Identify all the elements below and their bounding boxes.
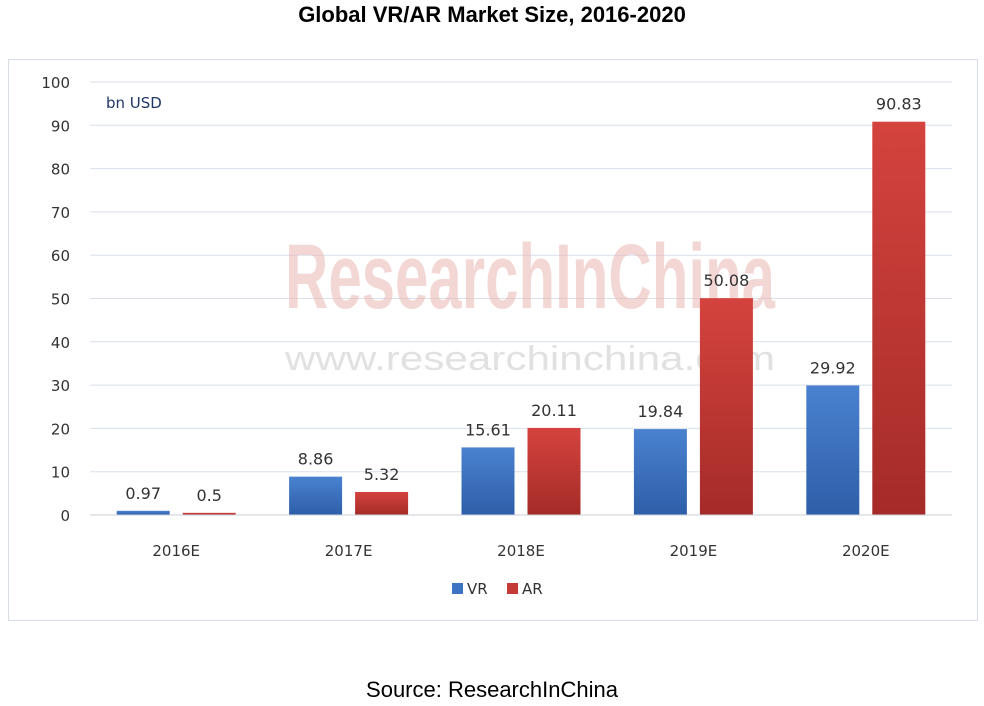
legend-label-vr: VR <box>467 580 488 598</box>
y-tick-label: 0 <box>60 507 70 525</box>
y-tick-label: 20 <box>51 420 70 438</box>
y-tick-label: 70 <box>51 204 70 222</box>
x-tick-label: 2017E <box>325 542 373 560</box>
data-label-vr: 29.92 <box>810 358 856 377</box>
legend-swatch-vr <box>452 583 463 594</box>
bar-ar-2016e <box>182 512 236 515</box>
x-tick-label: 2018E <box>497 542 545 560</box>
data-label-ar: 90.83 <box>876 95 922 114</box>
bar-vr-2017e <box>289 476 343 515</box>
unit-label: bn USD <box>106 94 162 112</box>
legend-label-ar: AR <box>522 580 543 598</box>
data-label-vr: 15.61 <box>465 420 511 439</box>
bar-ar-2019e <box>699 298 753 515</box>
bar-vr-2018e <box>461 447 515 515</box>
data-label-vr: 0.97 <box>125 484 161 503</box>
data-label-vr: 8.86 <box>298 450 334 469</box>
y-tick-label: 50 <box>51 291 70 309</box>
data-label-ar: 5.32 <box>364 465 400 484</box>
bar-ar-2018e <box>527 427 581 515</box>
watermark-brand: ResearchInChina <box>285 226 776 328</box>
data-label-vr: 19.84 <box>637 402 683 421</box>
y-tick-label: 90 <box>51 117 70 135</box>
watermark: ResearchInChina www.researchinchina.com <box>284 226 776 378</box>
data-label-ar: 50.08 <box>703 271 749 290</box>
x-tick-label: 2020E <box>842 542 890 560</box>
chart-title: Global VR/AR Market Size, 2016-2020 <box>298 2 686 27</box>
y-tick-label: 100 <box>41 74 70 92</box>
bar-vr-2016e <box>116 510 170 515</box>
bar-ar-2020e <box>872 121 926 515</box>
source-note: Source: ResearchInChina <box>366 677 618 702</box>
legend: VR AR <box>452 580 543 598</box>
bar-vr-2020e <box>806 385 860 515</box>
data-label-ar: 0.5 <box>196 486 221 505</box>
y-tick-label: 80 <box>51 161 70 179</box>
x-tick-label: 2019E <box>670 542 718 560</box>
y-tick-label: 40 <box>51 334 70 352</box>
watermark-url: www.researchinchina.com <box>284 340 775 378</box>
bar-ar-2017e <box>355 491 409 515</box>
y-tick-label: 30 <box>51 377 70 395</box>
data-label-ar: 20.11 <box>531 401 577 420</box>
x-tick-label: 2016E <box>152 542 200 560</box>
y-tick-label: 10 <box>51 464 70 482</box>
legend-swatch-ar <box>507 583 518 594</box>
y-tick-label: 60 <box>51 247 70 265</box>
chart-frame <box>8 59 978 621</box>
bar-vr-2019e <box>633 429 687 515</box>
